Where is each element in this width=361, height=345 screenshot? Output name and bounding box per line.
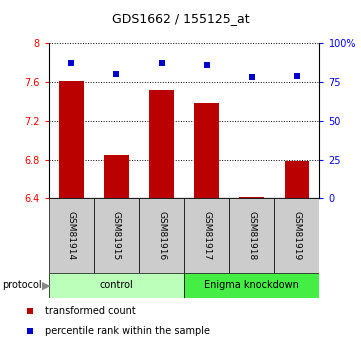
Bar: [49, 198, 94, 273]
Text: GSM81918: GSM81918: [247, 211, 256, 260]
Text: GSM81919: GSM81919: [292, 211, 301, 260]
Bar: [59, 81, 84, 198]
Text: ▶: ▶: [42, 280, 50, 290]
Text: Enigma knockdown: Enigma knockdown: [204, 280, 299, 290]
Text: transformed count: transformed count: [45, 306, 136, 316]
Text: percentile rank within the sample: percentile rank within the sample: [45, 326, 210, 335]
Point: [159, 61, 165, 66]
Point: [294, 73, 300, 79]
Bar: [184, 198, 229, 273]
Text: GSM81916: GSM81916: [157, 211, 166, 260]
Bar: [49, 273, 184, 298]
Point: [114, 71, 119, 77]
Bar: [184, 273, 319, 298]
Bar: [94, 198, 139, 273]
Bar: [274, 198, 319, 273]
Bar: [139, 198, 184, 273]
Text: control: control: [100, 280, 133, 290]
Text: GSM81914: GSM81914: [67, 211, 76, 260]
Bar: [229, 198, 274, 273]
Text: GDS1662 / 155125_at: GDS1662 / 155125_at: [112, 12, 249, 25]
Text: GSM81917: GSM81917: [202, 211, 211, 260]
Point: [27, 308, 32, 314]
Bar: [149, 90, 174, 198]
Point: [249, 75, 255, 80]
Bar: [194, 103, 219, 198]
Bar: [239, 197, 264, 198]
Text: GSM81915: GSM81915: [112, 211, 121, 260]
Text: protocol: protocol: [2, 280, 42, 290]
Bar: [104, 155, 129, 198]
Bar: [284, 160, 309, 198]
Point: [69, 61, 74, 66]
Point: [27, 328, 32, 333]
Point: [204, 62, 209, 68]
